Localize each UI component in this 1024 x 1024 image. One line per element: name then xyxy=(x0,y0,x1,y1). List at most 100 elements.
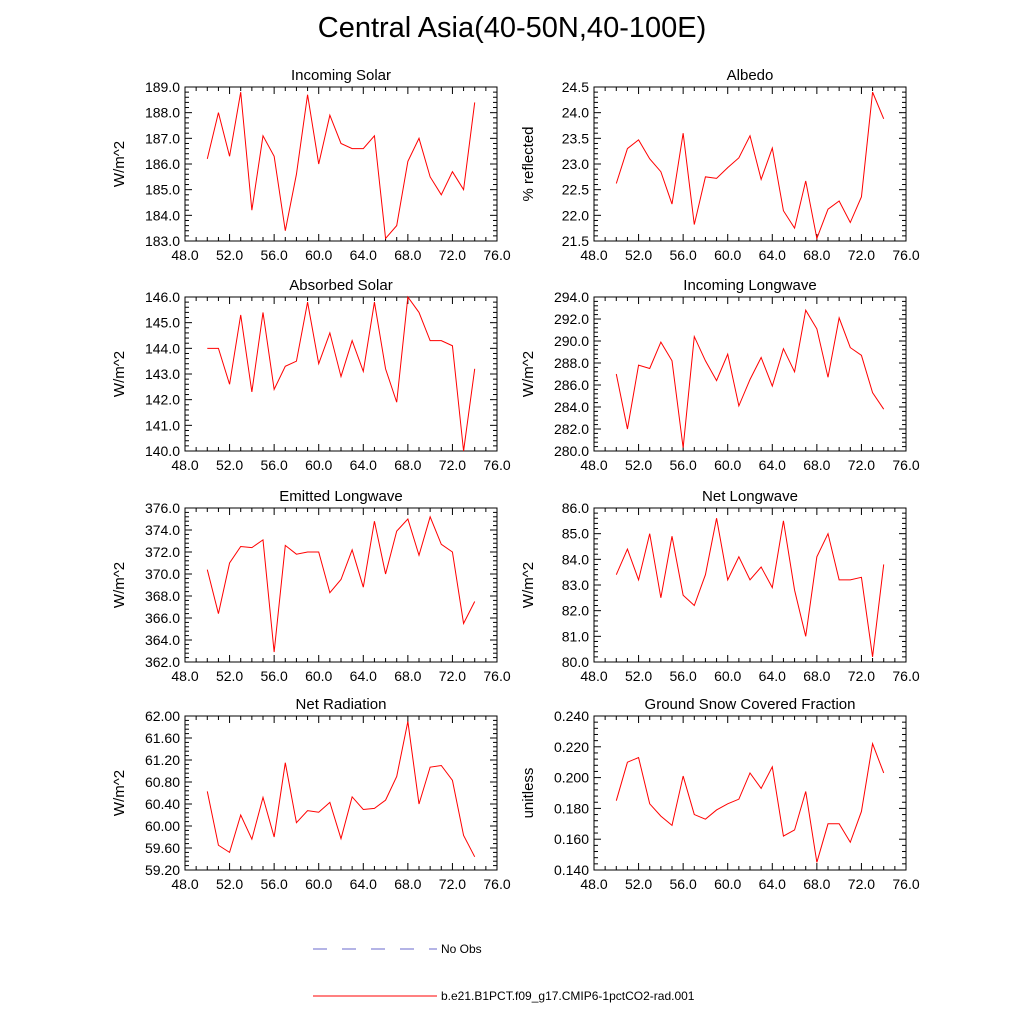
panel-title: Ground Snow Covered Fraction xyxy=(645,696,856,713)
panel-title: Net Longwave xyxy=(702,488,798,505)
y-tick-label: 366.0 xyxy=(145,610,180,626)
y-tick-label: 59.20 xyxy=(145,862,180,878)
x-tick-label: 56.0 xyxy=(670,457,697,473)
x-tick-label: 68.0 xyxy=(394,457,421,473)
panel-title: Albedo xyxy=(727,67,774,84)
y-tick-label: 0.140 xyxy=(554,862,589,878)
y-tick-label: 84.0 xyxy=(562,551,589,567)
x-tick-label: 48.0 xyxy=(580,457,607,473)
series-line-net-longwave xyxy=(615,518,885,657)
panel-emitted-longwave: Emitted Longwave W/m^2 48.0 52.0 56.0 60.0 64.… xyxy=(111,488,511,684)
panel-title: Net Radiation xyxy=(296,696,387,713)
y-tick-label: 143.0 xyxy=(145,366,180,382)
x-tick-label: 72.0 xyxy=(848,247,875,263)
y-tick-label: 61.20 xyxy=(145,752,180,768)
x-tick-label: 64.0 xyxy=(759,668,786,684)
panel-incoming-longwave: Incoming Longwave W/m^2 48.0 52.0 56.0 60.0 64… xyxy=(520,277,920,473)
y-tick-label: 280.0 xyxy=(554,443,589,459)
x-tick-label: 64.0 xyxy=(759,247,786,263)
y-tick-label: 184.0 xyxy=(145,207,180,223)
x-tick-label: 60.0 xyxy=(305,668,332,684)
plot-frame xyxy=(593,296,907,452)
y-axis-label: W/m^2 xyxy=(520,351,537,397)
y-tick-label: 370.0 xyxy=(145,566,180,582)
y-tick-label: 0.200 xyxy=(554,770,589,786)
legend-label-no-obs: No Obs xyxy=(441,942,482,956)
y-tick-label: 141.0 xyxy=(145,417,180,433)
panels-group: Incoming Solar W/m^2 48.0 52.0 56.0 60.0 64.0 6… xyxy=(111,67,920,892)
series-line-albedo xyxy=(615,91,885,241)
x-tick-label: 48.0 xyxy=(580,668,607,684)
x-tick-label: 52.0 xyxy=(625,247,652,263)
x-tick-label: 76.0 xyxy=(892,668,919,684)
x-tick-label: 64.0 xyxy=(350,247,377,263)
x-tick-label: 56.0 xyxy=(261,457,288,473)
y-tick-label: 59.60 xyxy=(145,840,180,856)
x-tick-label: 48.0 xyxy=(171,247,198,263)
x-tick-label: 72.0 xyxy=(848,876,875,892)
y-tick-label: 362.0 xyxy=(145,654,180,670)
y-tick-label: 188.0 xyxy=(145,105,180,121)
x-tick-label: 52.0 xyxy=(216,247,243,263)
y-tick-label: 85.0 xyxy=(562,526,589,542)
x-tick-label: 76.0 xyxy=(483,457,510,473)
x-tick-label: 76.0 xyxy=(483,668,510,684)
y-tick-label: 81.0 xyxy=(562,628,589,644)
y-tick-label: 22.5 xyxy=(562,182,589,198)
y-tick-label: 142.0 xyxy=(145,392,180,408)
x-tick-label: 56.0 xyxy=(670,247,697,263)
y-tick-label: 23.0 xyxy=(562,156,589,172)
y-axis-label: % reflected xyxy=(520,126,537,201)
y-axis-label: W/m^2 xyxy=(111,351,128,397)
panel-albedo: Albedo % reflected 48.0 52.0 56.0 60.0 64.0 68.… xyxy=(520,67,920,263)
panel-absorbed-solar: Absorbed Solar W/m^2 48.0 52.0 56.0 60.0 64.0 6… xyxy=(111,277,511,473)
legend-label-model: b.e21.B1PCT.f09_g17.CMIP6-1pctCO2-rad.00… xyxy=(441,989,695,1003)
x-tick-label: 68.0 xyxy=(803,457,830,473)
x-tick-label: 68.0 xyxy=(803,876,830,892)
y-tick-label: 186.0 xyxy=(145,156,180,172)
y-tick-label: 292.0 xyxy=(554,311,589,327)
y-tick-label: 0.180 xyxy=(554,800,589,816)
x-tick-label: 68.0 xyxy=(803,247,830,263)
x-tick-label: 48.0 xyxy=(171,876,198,892)
y-axis-label: unitless xyxy=(520,768,537,819)
y-tick-label: 145.0 xyxy=(145,315,180,331)
y-tick-label: 83.0 xyxy=(562,577,589,593)
x-tick-label: 48.0 xyxy=(171,668,198,684)
panel-net-radiation: Net Radiation W/m^2 48.0 52.0 56.0 60.0 64.0 68… xyxy=(111,696,511,892)
y-tick-label: 62.00 xyxy=(145,708,180,724)
x-tick-label: 52.0 xyxy=(625,457,652,473)
x-tick-label: 52.0 xyxy=(625,876,652,892)
x-tick-label: 72.0 xyxy=(439,247,466,263)
x-tick-label: 76.0 xyxy=(892,247,919,263)
y-axis-label: W/m^2 xyxy=(111,770,128,816)
x-tick-label: 60.0 xyxy=(305,876,332,892)
y-tick-label: 22.0 xyxy=(562,207,589,223)
series-line-ground-snow-covered-fraction xyxy=(615,741,885,863)
y-tick-label: 80.0 xyxy=(562,654,589,670)
x-tick-label: 48.0 xyxy=(580,247,607,263)
x-tick-label: 72.0 xyxy=(848,457,875,473)
y-tick-label: 187.0 xyxy=(145,130,180,146)
x-tick-label: 60.0 xyxy=(714,247,741,263)
panel-title: Absorbed Solar xyxy=(289,277,392,294)
series-line-incoming-longwave xyxy=(615,308,885,448)
series-line-net-radiation xyxy=(206,721,476,858)
x-tick-label: 52.0 xyxy=(216,457,243,473)
x-tick-label: 60.0 xyxy=(714,876,741,892)
x-tick-label: 76.0 xyxy=(483,247,510,263)
plot-frame xyxy=(184,507,498,663)
x-tick-label: 72.0 xyxy=(848,668,875,684)
y-tick-label: 294.0 xyxy=(554,289,589,305)
y-tick-label: 185.0 xyxy=(145,182,180,198)
plot-frame xyxy=(184,86,498,242)
y-tick-label: 21.5 xyxy=(562,233,589,249)
x-tick-label: 76.0 xyxy=(892,457,919,473)
x-tick-label: 48.0 xyxy=(580,876,607,892)
y-tick-label: 372.0 xyxy=(145,544,180,560)
y-tick-label: 23.5 xyxy=(562,130,589,146)
x-tick-label: 68.0 xyxy=(394,876,421,892)
y-tick-label: 364.0 xyxy=(145,632,180,648)
y-tick-label: 286.0 xyxy=(554,377,589,393)
y-axis-label: W/m^2 xyxy=(111,562,128,608)
